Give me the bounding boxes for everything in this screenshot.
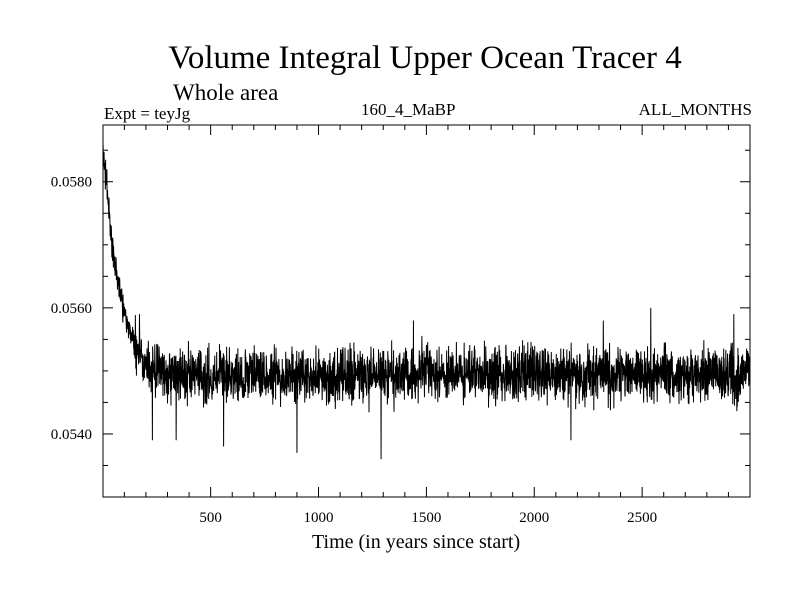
- x-tick-label: 2000: [519, 510, 549, 526]
- chart-title: Volume Integral Upper Ocean Tracer 4: [168, 40, 682, 76]
- x-axis-label: Time (in years since start): [312, 531, 521, 553]
- run-label: 160_4_MaBP: [361, 100, 456, 119]
- data-series-line: [102, 142, 751, 460]
- y-tick-label: 0.0540: [51, 427, 92, 443]
- y-tick-label: 0.0560: [51, 301, 92, 317]
- x-tick-label: 1000: [304, 510, 334, 526]
- period-label: ALL_MONTHS: [638, 100, 752, 119]
- plot-frame: [102, 124, 751, 498]
- x-axis-ticks: 500 1000 1500 2000 2500: [123, 125, 729, 526]
- x-tick-label: 500: [199, 510, 222, 526]
- y-axis-ticks: 0.0540 0.0560 0.0580: [51, 149, 750, 498]
- x-tick-label: 1500: [411, 510, 441, 526]
- experiment-label: Expt = teyJg: [104, 104, 191, 123]
- y-tick-label: 0.0580: [51, 175, 92, 191]
- chart-subtitle: Whole area: [173, 80, 279, 105]
- x-tick-label: 2500: [627, 510, 657, 526]
